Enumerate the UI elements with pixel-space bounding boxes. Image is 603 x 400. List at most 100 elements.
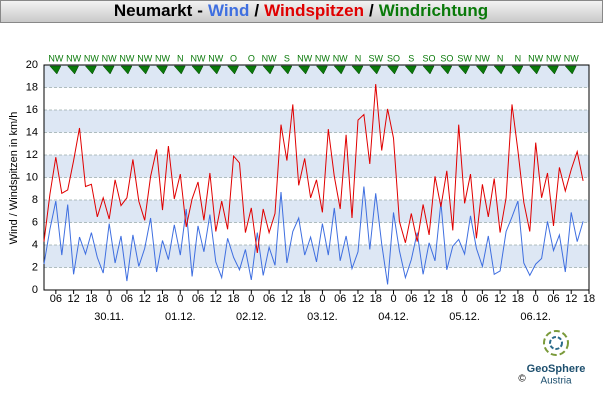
direction-arrow — [315, 65, 328, 75]
x-tick-label: 0 — [319, 293, 325, 305]
direction-label: SW — [457, 53, 472, 63]
direction-arrow — [262, 65, 275, 75]
x-tick-label: 12 — [139, 293, 151, 305]
direction-label: NW — [66, 53, 81, 63]
direction-label: NW — [155, 53, 170, 63]
direction-label: S — [284, 53, 290, 63]
direction-arrow — [67, 65, 80, 75]
direction-label: NW — [297, 53, 312, 63]
y-tick-label: 0 — [32, 284, 38, 296]
x-tick-label: 12 — [281, 293, 293, 305]
chart-title: Neumarkt - Wind / Windspitzen / Windrichtung — [114, 1, 488, 20]
direction-arrow — [102, 65, 115, 75]
x-tick-label: 18 — [441, 293, 453, 305]
direction-label: SW — [368, 53, 383, 63]
x-tick-label: 12 — [494, 293, 506, 305]
direction-label: NW — [546, 53, 561, 63]
direction-label: NW — [102, 53, 117, 63]
x-tick-label: 0 — [462, 293, 468, 305]
direction-arrow — [404, 65, 417, 75]
date-label: 03.12. — [307, 311, 338, 323]
direction-label: NW — [137, 53, 152, 63]
x-tick-label: 12 — [565, 293, 577, 305]
y-tick-label: 12 — [26, 149, 38, 161]
direction-arrow — [351, 65, 364, 75]
band — [44, 110, 589, 133]
direction-label: N — [497, 53, 504, 63]
series-line — [43, 186, 584, 285]
direction-arrow — [440, 65, 453, 75]
x-tick-label: 06 — [547, 293, 559, 305]
direction-label: NW — [119, 53, 134, 63]
x-tick-label: 0 — [106, 293, 112, 305]
y-tick-label: 14 — [26, 126, 38, 138]
series-line — [43, 84, 584, 253]
x-tick-label: 06 — [192, 293, 204, 305]
direction-arrow — [458, 65, 471, 75]
logo-ring — [543, 330, 569, 356]
direction-arrow — [475, 65, 488, 75]
direction-label: SO — [423, 53, 436, 63]
direction-arrow — [493, 65, 506, 75]
direction-arrow — [280, 65, 293, 75]
direction-label: NW — [191, 53, 206, 63]
direction-arrow — [155, 65, 168, 75]
direction-label: NW — [564, 53, 579, 63]
x-tick-label: 0 — [533, 293, 539, 305]
plot-area — [44, 65, 589, 290]
x-tick-label: 0 — [177, 293, 183, 305]
direction-label: NW — [48, 53, 63, 63]
y-tick-label: 8 — [32, 194, 38, 206]
x-tick-label: 06 — [334, 293, 346, 305]
footer-copyright: © — [518, 374, 526, 385]
y-tick-label: 20 — [26, 59, 38, 71]
direction-label: NW — [528, 53, 543, 63]
y-tick-label: 10 — [26, 171, 38, 183]
direction-label: O — [230, 53, 237, 63]
direction-arrow — [120, 65, 133, 75]
direction-arrow — [333, 65, 346, 75]
x-tick-label: 12 — [67, 293, 79, 305]
date-label: 06.12. — [520, 311, 551, 323]
x-tick-label: 18 — [227, 293, 239, 305]
direction-arrow — [191, 65, 204, 75]
direction-arrow — [546, 65, 559, 75]
direction-arrow — [564, 65, 577, 75]
x-tick-label: 18 — [370, 293, 382, 305]
direction-label: S — [408, 53, 414, 63]
direction-arrow — [386, 65, 399, 75]
y-tick-label: 18 — [26, 81, 38, 93]
x-tick-label: 0 — [248, 293, 254, 305]
direction-arrow — [209, 65, 222, 75]
x-tick-label: 06 — [405, 293, 417, 305]
x-tick-label: 18 — [512, 293, 524, 305]
x-tick-label: 06 — [50, 293, 62, 305]
direction-arrow — [511, 65, 524, 75]
band — [44, 222, 589, 245]
title-sep: - — [197, 1, 203, 20]
direction-arrow — [138, 65, 151, 75]
x-tick-label: 06 — [263, 293, 275, 305]
y-tick-label: 6 — [32, 216, 38, 228]
band — [44, 87, 589, 110]
title-sep: / — [254, 1, 259, 20]
y-axis-label: Wind / Windspitzen in km/h — [8, 112, 20, 245]
band — [44, 200, 589, 223]
direction-arrow — [422, 65, 435, 75]
footer-country: Austria — [540, 376, 572, 387]
direction-label: N — [355, 53, 362, 63]
x-tick-label: 0 — [390, 293, 396, 305]
direction-label: NW — [84, 53, 99, 63]
direction-arrow — [84, 65, 97, 75]
title-place: Neumarkt — [114, 1, 193, 20]
x-tick-label: 12 — [352, 293, 364, 305]
footer-brand: GeoSphere — [527, 363, 586, 375]
direction-arrow — [227, 65, 239, 75]
direction-label: O — [248, 53, 255, 63]
direction-arrow — [298, 65, 311, 75]
direction-arrow — [369, 65, 382, 75]
direction-arrow — [49, 65, 62, 75]
x-tick-label: 12 — [423, 293, 435, 305]
x-tick-label: 18 — [85, 293, 97, 305]
x-tick-label: 18 — [156, 293, 168, 305]
